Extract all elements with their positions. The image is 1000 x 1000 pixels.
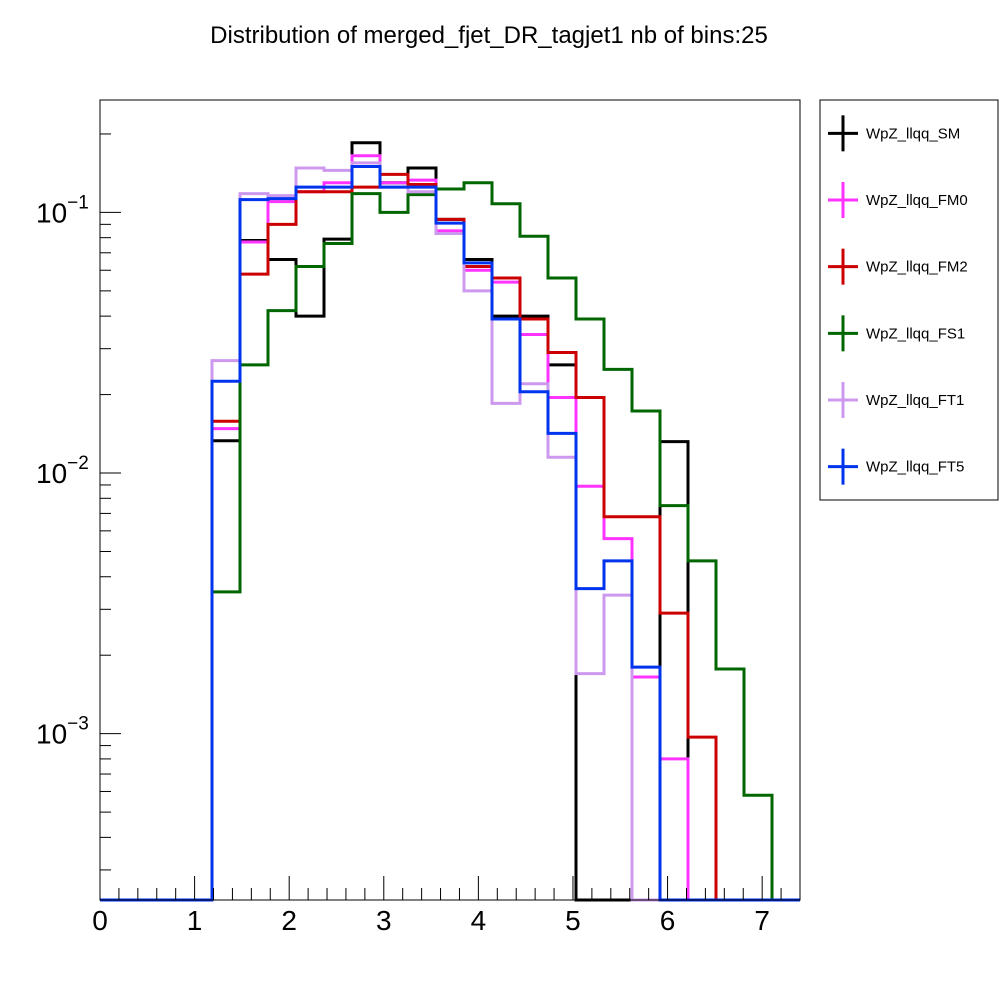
legend-item-wpz-llqq-sm: WpZ_llqq_SM [828,115,960,152]
y-tick-label: 10−3 [36,714,89,750]
legend-label: WpZ_llqq_SM [866,125,960,142]
x-tick-label: 2 [281,905,297,936]
x-tick-label: 3 [376,905,392,936]
legend-label: WpZ_llqq_FT1 [866,392,964,409]
series-line-wpz-llqq-fs1 [100,181,800,902]
x-tick-label: 5 [565,905,581,936]
legend-item-wpz-llqq-fm2: WpZ_llqq_FM2 [828,248,968,285]
legend-item-wpz-llqq-fm0: WpZ_llqq_FM0 [828,182,968,218]
plot-frame [99,99,801,901]
x-tick-label: 0 [92,905,108,936]
chart-title: Distribution of merged_fjet_DR_tagjet1 n… [210,22,768,49]
legend-label: WpZ_llqq_FM2 [866,259,968,276]
legend-box [819,99,999,501]
x-tick-label: 6 [660,905,676,936]
legend-item-wpz-llqq-fs1: WpZ_llqq_FS1 [828,315,965,352]
series-layer [100,141,800,902]
x-tick-label: 4 [471,905,487,936]
series-line-wpz-llqq-ft5 [100,165,800,902]
legend-label: WpZ_llqq_FM0 [866,192,968,209]
legend-label: WpZ_llqq_FT5 [866,459,964,476]
legend: WpZ_llqq_SM WpZ_llqq_FM0 WpZ_llqq_FM2 WpZ_l… [819,99,999,501]
x-tick-label: 1 [187,905,203,936]
series-line-wpz-llqq-fm0 [100,154,800,902]
legend-item-wpz-llqq-ft5: WpZ_llqq_FT5 [828,448,964,485]
x-tick-label: 7 [754,905,770,936]
legend-item-wpz-llqq-ft1: WpZ_llqq_FT1 [828,382,964,418]
legend-label: WpZ_llqq_FS1 [866,325,965,342]
